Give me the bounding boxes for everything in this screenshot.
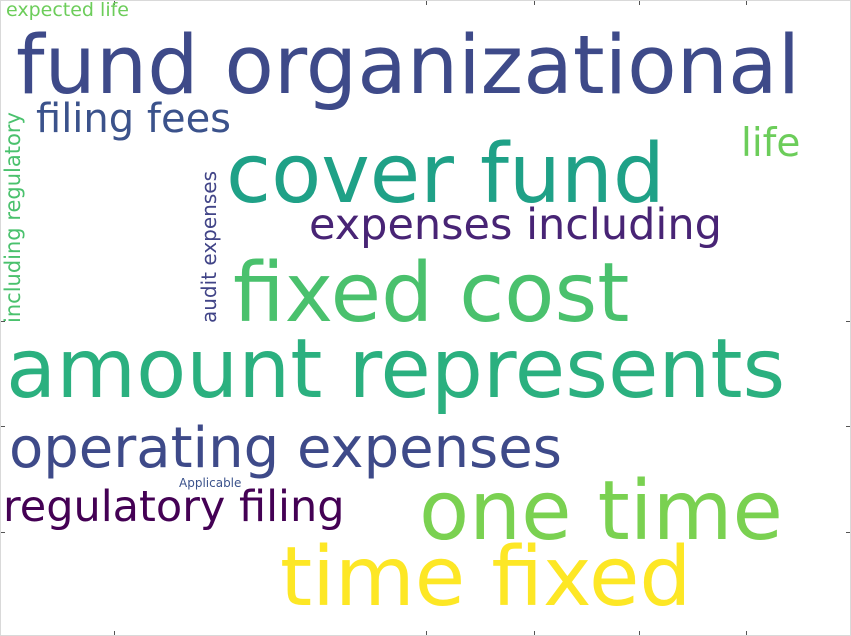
word-operating-expenses: operating expenses bbox=[9, 416, 562, 481]
frame-tick bbox=[426, 1, 427, 5]
word-including-regulatory: including regulatory bbox=[1, 112, 25, 323]
frame-tick bbox=[534, 1, 535, 5]
word-amount-represents: amount represents bbox=[6, 322, 786, 417]
frame-tick bbox=[846, 532, 850, 533]
frame-tick bbox=[1, 426, 5, 427]
word-fund-organizational: fund organizational bbox=[16, 19, 801, 113]
word-filing-fees: filing fees bbox=[36, 96, 232, 142]
frame-tick bbox=[746, 631, 747, 635]
word-expected-life: expected life bbox=[6, 0, 129, 21]
frame-tick bbox=[746, 1, 747, 5]
word-cover-fund: cover fund bbox=[226, 127, 665, 222]
frame-tick bbox=[1, 532, 5, 533]
word-applicable: Applicable bbox=[179, 476, 242, 490]
frame-tick bbox=[114, 631, 115, 635]
frame-tick bbox=[426, 631, 427, 635]
word-life: life bbox=[741, 121, 801, 166]
word-one-time: one time bbox=[419, 464, 783, 559]
frame-tick bbox=[1, 321, 5, 322]
word-fixed-cost: fixed cost bbox=[233, 246, 630, 341]
word-audit-expenses: audit expenses bbox=[197, 171, 221, 323]
word-expenses-including: expenses including bbox=[309, 200, 722, 250]
frame-tick bbox=[846, 426, 850, 427]
frame-tick bbox=[639, 1, 640, 5]
frame-tick bbox=[534, 631, 535, 635]
frame-tick bbox=[114, 1, 115, 5]
word-time-fixed: time fixed bbox=[280, 530, 692, 625]
word-regulatory-filing: regulatory filing bbox=[3, 482, 345, 532]
frame-tick bbox=[639, 631, 640, 635]
frame-tick bbox=[846, 321, 850, 322]
